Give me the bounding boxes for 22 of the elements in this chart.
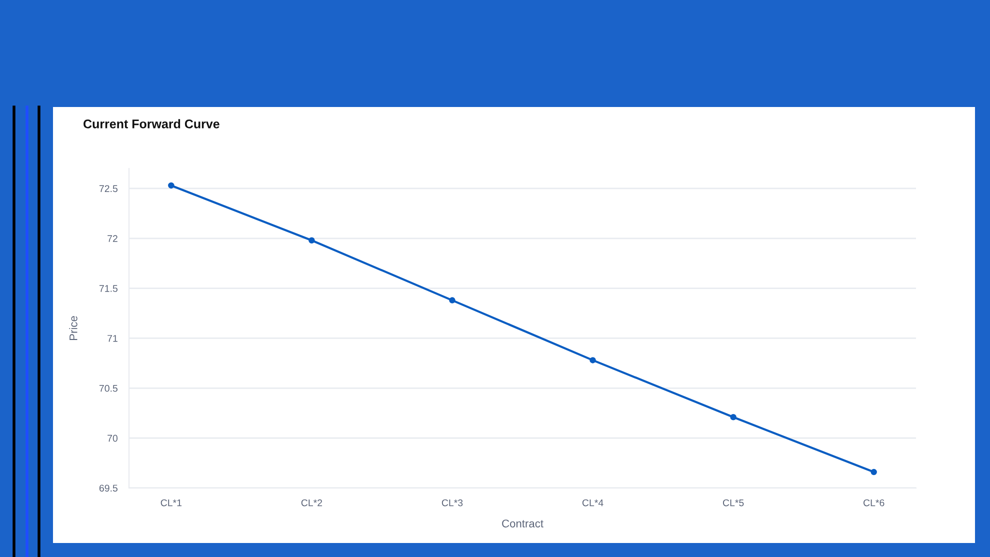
y-tick-label: 70.5 xyxy=(99,384,118,392)
point xyxy=(870,468,877,476)
point xyxy=(449,297,456,304)
x-tick-label: CL*4 xyxy=(582,499,604,506)
x-tick-label: CL*1 xyxy=(160,499,182,506)
x-axis-title: Contract xyxy=(502,520,544,528)
y-tick-label: 70 xyxy=(108,434,118,442)
y-axis-title: Price xyxy=(69,316,78,340)
x-tick-label: CL*5 xyxy=(722,499,744,506)
y-tick-label: 72.5 xyxy=(99,185,118,192)
point xyxy=(730,414,736,420)
x-tick-label: CL*3 xyxy=(442,499,463,506)
chart-title: Current Forward Curve xyxy=(84,119,220,128)
y-tick-label: 71.5 xyxy=(99,285,118,292)
x-tick-label: CL*6 xyxy=(864,499,884,506)
y-tick-label: 69.5 xyxy=(99,484,118,492)
x-tick-label: CL*2 xyxy=(301,499,322,506)
point xyxy=(308,237,315,244)
point xyxy=(168,182,174,189)
point xyxy=(590,357,596,364)
y-tick-label: 71 xyxy=(108,335,118,342)
y-tick-label: 72 xyxy=(108,235,118,242)
